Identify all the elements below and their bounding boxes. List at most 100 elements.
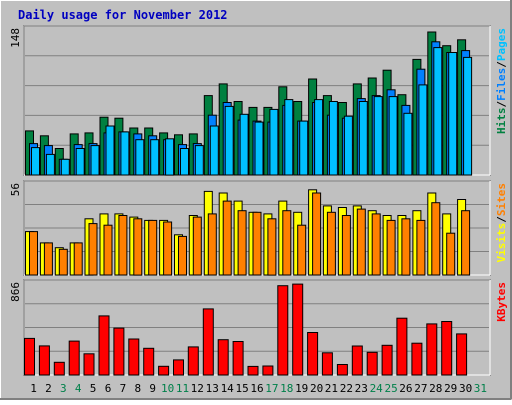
bar-sites-day-11 — [178, 235, 187, 276]
bar-pages-day-23 — [358, 101, 368, 176]
x-tick-label-day-30: 30 — [459, 382, 472, 395]
bar-kbytes-day-8 — [128, 338, 140, 376]
x-tick-label-day-15: 15 — [235, 382, 248, 395]
bar-sites-day-18 — [282, 210, 292, 276]
bar-pages-day-12 — [194, 145, 204, 176]
axis-legend-visits-sites: Visits/Sites — [495, 183, 508, 263]
bar-sites-day-13 — [207, 213, 217, 276]
bar-sites-day-15 — [237, 210, 247, 276]
bar-kbytes-day-13 — [202, 308, 214, 376]
legend-separator: / — [495, 216, 508, 223]
bar-sites-day-22 — [341, 215, 351, 276]
chart-title: Daily usage for November 2012 — [18, 8, 228, 22]
bar-sites-day-26 — [401, 218, 411, 276]
x-tick-label-day-23: 23 — [355, 382, 368, 395]
x-tick-label-day-1: 1 — [30, 382, 37, 395]
bar-kbytes-day-18 — [277, 285, 289, 376]
x-tick-label-day-21: 21 — [325, 382, 338, 395]
bar-pages-day-8 — [135, 139, 145, 176]
x-tick-label-day-10: 10 — [161, 382, 174, 395]
x-tick-label-day-9: 9 — [149, 382, 156, 395]
bar-kbytes-day-12 — [187, 346, 199, 376]
bar-kbytes-day-22 — [336, 364, 348, 376]
bar-sites-day-8 — [133, 218, 143, 276]
bar-sites-day-28 — [431, 202, 441, 276]
x-tick-label-day-8: 8 — [134, 382, 141, 395]
x-tick-label-day-4: 4 — [75, 382, 82, 395]
legend-pages: Pages — [495, 28, 508, 61]
x-tick-label-day-27: 27 — [414, 382, 427, 395]
series-sites — [29, 192, 471, 276]
bar-kbytes-day-17 — [262, 365, 274, 376]
bar-pages-day-22 — [343, 115, 353, 176]
bar-pages-day-16 — [254, 121, 264, 176]
bar-kbytes-day-5 — [83, 353, 95, 376]
bar-sites-day-6 — [103, 224, 113, 276]
x-axis-day-labels: 1 2 3 4 5 6 7 8 9 10 11 12 13 14 15 16 17 18 19 20 21 22 23 24 2… — [30, 382, 487, 395]
x-tick-label-day-22: 22 — [340, 382, 353, 395]
bar-kbytes-day-26 — [396, 317, 408, 376]
bar-pages-day-26 — [403, 112, 413, 176]
bar-pages-day-1 — [31, 147, 40, 176]
bar-sites-day-12 — [192, 216, 202, 276]
legend-visits: Visits — [495, 223, 508, 263]
bar-pages-day-3 — [60, 158, 70, 176]
bar-sites-day-25 — [386, 219, 396, 276]
bar-pages-day-2 — [45, 153, 55, 176]
x-tick-label-day-3: 3 — [60, 382, 67, 395]
bar-sites-day-5 — [88, 223, 98, 276]
bar-kbytes-day-16 — [247, 365, 259, 376]
bar-kbytes-day-4 — [68, 340, 80, 376]
bar-sites-day-19 — [297, 224, 307, 276]
bar-pages-day-9 — [150, 139, 160, 176]
series-pages — [31, 47, 473, 176]
y-max-label-visits-sites: 56 — [9, 183, 22, 196]
bar-sites-day-16 — [252, 211, 262, 276]
axis-legend-hits-files-pages: Hits/Files/Pages — [495, 28, 508, 134]
x-tick-label-day-24: 24 — [370, 382, 384, 395]
bar-kbytes-day-19 — [292, 283, 304, 376]
bar-pages-day-10 — [165, 138, 175, 176]
bar-sites-day-27 — [416, 219, 426, 276]
bar-sites-day-14 — [222, 200, 232, 276]
x-tick-label-day-6: 6 — [105, 382, 112, 395]
x-tick-label-day-2: 2 — [45, 382, 52, 395]
bar-sites-day-23 — [356, 208, 366, 276]
bar-sites-day-9 — [148, 219, 158, 276]
bar-kbytes-day-21 — [321, 352, 333, 376]
bar-sites-day-1 — [29, 231, 38, 276]
x-tick-label-day-7: 7 — [120, 382, 127, 395]
bar-pages-day-13 — [209, 125, 219, 176]
panel-visits-sites: 56 Visits/Sites — [9, 180, 508, 276]
bar-kbytes-day-27 — [411, 342, 423, 376]
bar-pages-day-25 — [388, 96, 398, 176]
y-max-label-kbytes: 866 — [9, 282, 22, 302]
bar-kbytes-day-11 — [173, 359, 184, 376]
x-tick-label-day-5: 5 — [90, 382, 97, 395]
bar-kbytes-day-6 — [98, 315, 110, 376]
x-tick-label-day-17: 17 — [265, 382, 278, 395]
bar-pages-day-24 — [373, 96, 383, 176]
bar-kbytes-day-30 — [456, 333, 468, 376]
bar-pages-day-30 — [463, 56, 473, 176]
x-tick-label-day-16: 16 — [250, 382, 263, 395]
x-tick-label-day-14: 14 — [221, 382, 235, 395]
bar-sites-day-29 — [446, 232, 456, 276]
x-tick-label-day-18: 18 — [280, 382, 293, 395]
bar-kbytes-day-28 — [426, 323, 438, 376]
bar-sites-day-30 — [461, 210, 471, 276]
bar-pages-day-14 — [224, 105, 234, 176]
bar-pages-day-28 — [433, 47, 443, 176]
bar-kbytes-day-15 — [232, 341, 244, 376]
axis-legend-kbytes: KBytes — [495, 282, 508, 322]
legend-separator: / — [495, 101, 508, 108]
bar-kbytes-day-25 — [381, 344, 393, 376]
x-tick-label-day-31: 31 — [474, 382, 487, 395]
x-tick-label-day-20: 20 — [310, 382, 323, 395]
x-tick-label-day-12: 12 — [191, 382, 204, 395]
bar-kbytes-day-2 — [38, 345, 50, 376]
bar-sites-day-21 — [326, 211, 336, 276]
